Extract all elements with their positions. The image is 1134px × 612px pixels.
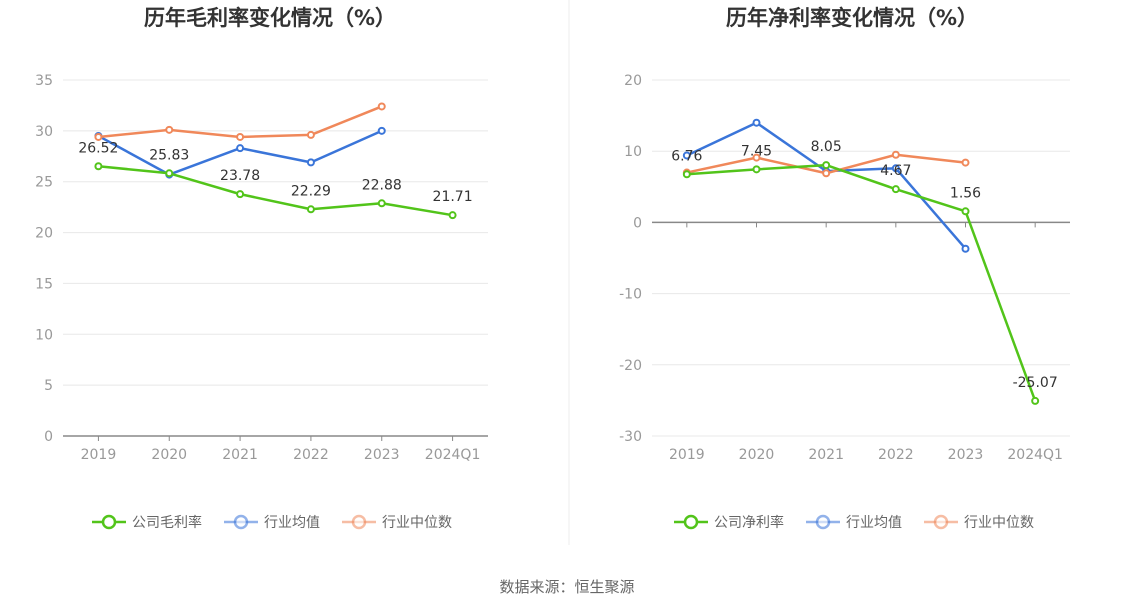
y-tick-label: -20 [619, 358, 642, 374]
data-point [94, 162, 103, 171]
y-tick-label: 10 [35, 327, 53, 343]
data-point [822, 161, 831, 170]
data-point [961, 158, 970, 167]
legend-label: 行业均值 [264, 515, 320, 531]
series-line [686, 163, 1037, 402]
y-tick-label: -30 [619, 429, 642, 445]
y-tick-label: 25 [35, 175, 53, 191]
data-point [752, 165, 761, 174]
data-point [236, 144, 245, 153]
x-tick-label: 2020 [151, 447, 187, 463]
y-tick-label: 0 [633, 215, 642, 231]
y-tick-label: 5 [44, 378, 53, 394]
data-point [306, 205, 315, 214]
x-tick-label: 2023 [948, 447, 984, 463]
y-tick-label: 20 [624, 73, 642, 89]
legend-label: 公司毛利率 [132, 514, 202, 531]
data-point [165, 125, 174, 134]
x-tick-label: 2021 [808, 447, 844, 463]
x-tick-label: 2022 [293, 447, 329, 463]
x-tick-label: 2019 [81, 447, 117, 463]
data-point [236, 132, 245, 141]
data-point [682, 151, 691, 160]
legend-swatch-marker [815, 514, 831, 530]
legend-swatch-marker [351, 514, 367, 530]
data-point [448, 211, 457, 220]
data-point [891, 185, 900, 194]
data-label: 23.78 [220, 168, 260, 184]
data-point [236, 190, 245, 199]
y-tick-label: 30 [35, 124, 53, 140]
data-point [752, 118, 761, 127]
x-tick-label: 2024Q1 [425, 447, 481, 463]
data-point [165, 169, 174, 178]
chart-title: 历年毛利率变化情况（%） [144, 6, 396, 30]
data-label: 1.56 [950, 185, 981, 201]
data-label: 6.76 [671, 148, 702, 164]
source-label: 数据来源：恒生聚源 [499, 578, 634, 596]
x-tick-label: 2024Q1 [1007, 447, 1063, 463]
y-tick-label: 35 [35, 73, 53, 89]
legend-swatch-marker [933, 514, 949, 530]
data-label: 7.45 [741, 143, 772, 159]
data-point [377, 102, 386, 111]
x-tick-label: 2023 [364, 447, 400, 463]
data-label: -25.07 [1013, 375, 1058, 391]
gross-margin-chart: 历年毛利率变化情况（%） 0 5 10 15 20 25 30 35 2019 2020 2021 2… [35, 6, 488, 531]
legend-label: 行业中位数 [382, 515, 452, 531]
data-point [822, 169, 831, 178]
x-tick-label: 2020 [739, 447, 775, 463]
net-margin-chart: 历年净利率变化情况（%） -30 -20 -10 0 10 20 2019 2020 2021 2… [619, 6, 1070, 531]
chart-title: 历年净利率变化情况（%） [726, 6, 978, 30]
data-point [682, 170, 691, 179]
data-point [94, 132, 103, 141]
series-line [98, 165, 453, 217]
legend-swatch-marker [101, 514, 117, 530]
x-tick-label: 2021 [222, 447, 258, 463]
y-tick-label: 20 [35, 226, 53, 242]
data-point [891, 150, 900, 159]
data-label: 22.29 [291, 183, 331, 199]
legend-swatch-marker [233, 514, 249, 530]
data-point [752, 153, 761, 162]
legend-swatch-marker [683, 514, 699, 530]
legend-label: 行业均值 [846, 515, 902, 531]
data-point [961, 244, 970, 253]
legend-label: 公司净利率 [714, 514, 784, 531]
data-point [306, 130, 315, 139]
data-point [961, 207, 970, 216]
data-point [377, 199, 386, 208]
data-label: 4.67 [880, 163, 911, 179]
data-label: 21.71 [433, 189, 473, 205]
data-label: 26.52 [78, 140, 118, 156]
series-line [98, 105, 383, 139]
legend-label: 行业中位数 [964, 515, 1034, 531]
data-point [891, 164, 900, 173]
data-label: 25.83 [149, 147, 189, 163]
data-point [377, 126, 386, 135]
x-tick-label: 2019 [669, 447, 705, 463]
y-tick-label: 10 [624, 144, 642, 160]
data-label: 8.05 [811, 139, 842, 155]
x-tick-label: 2022 [878, 447, 914, 463]
data-label: 22.88 [362, 177, 402, 193]
data-point [1031, 396, 1040, 405]
y-tick-label: 0 [44, 429, 53, 445]
data-point [306, 158, 315, 167]
y-tick-label: -10 [619, 287, 642, 303]
y-tick-label: 15 [35, 276, 53, 292]
